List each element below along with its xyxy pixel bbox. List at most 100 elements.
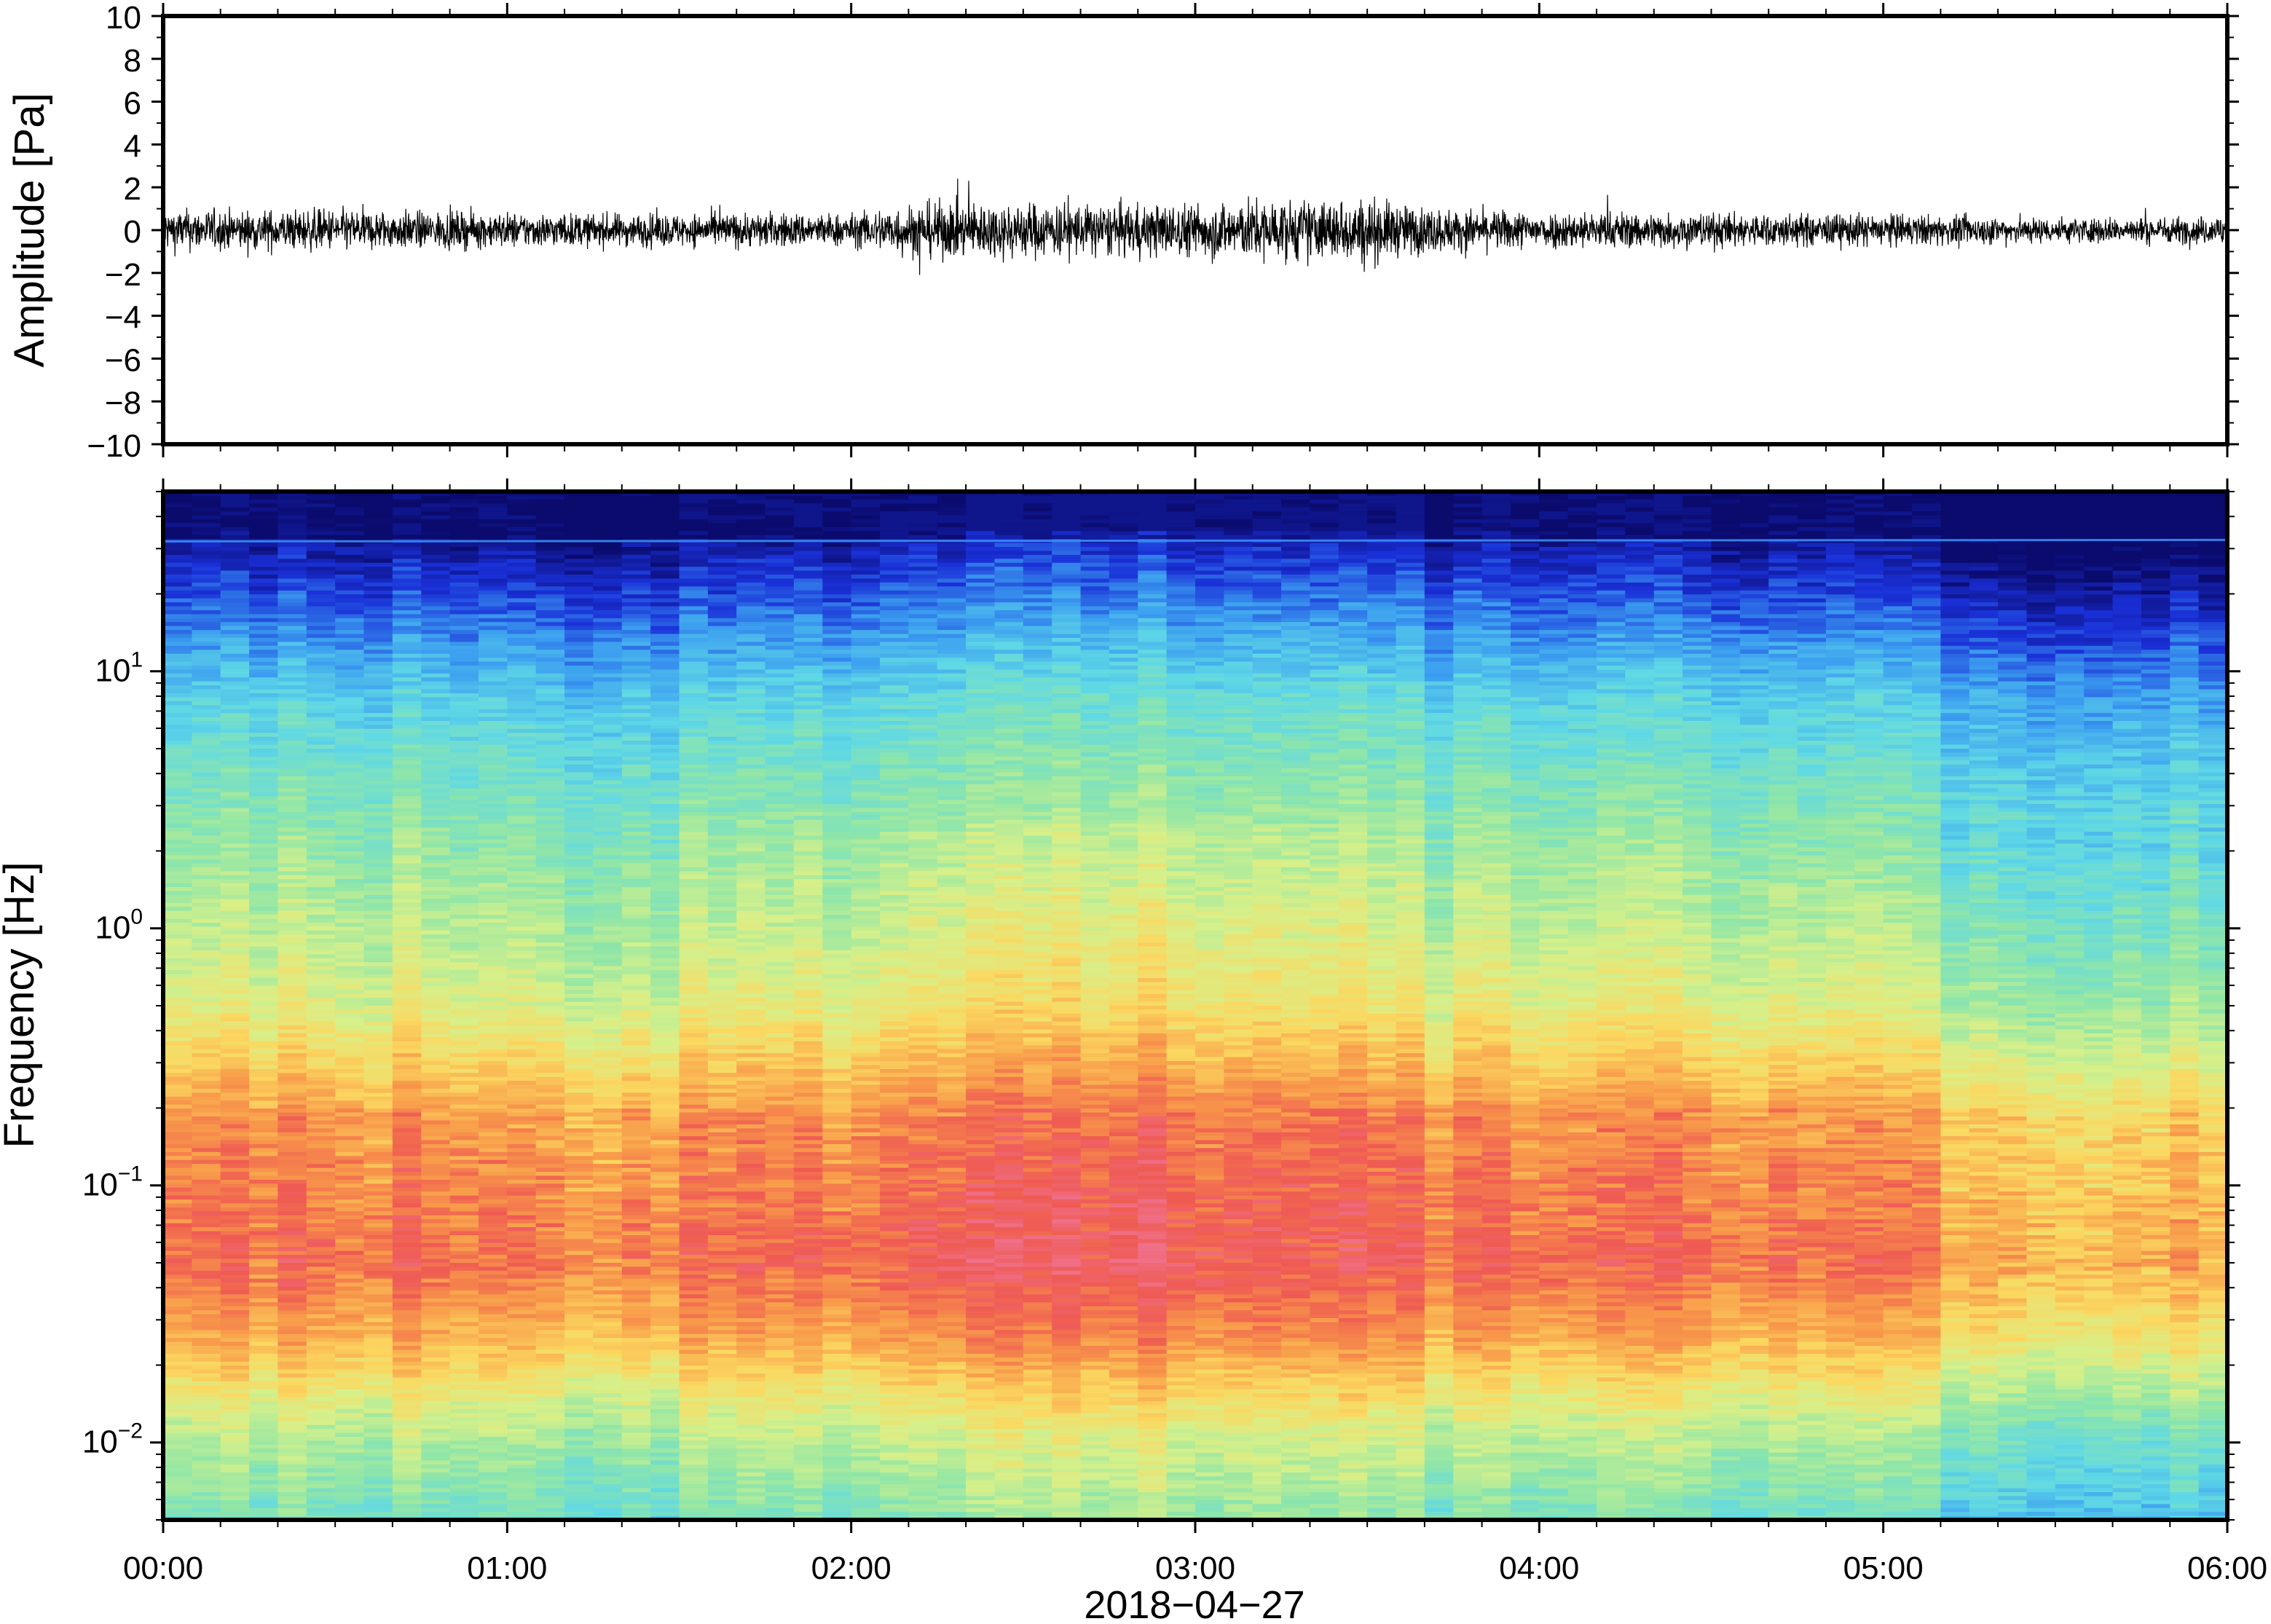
- spectrogram-cell: [679, 760, 709, 765]
- spectrogram-cell: [507, 1136, 537, 1141]
- spectrogram-cell: [421, 875, 451, 880]
- spectrogram-cell: [220, 1108, 250, 1113]
- spectrogram-cell: [363, 1306, 393, 1311]
- spectrogram-cell: [564, 1021, 594, 1026]
- spectrogram-cell: [593, 1452, 623, 1457]
- spectrogram-cell: [650, 1183, 680, 1189]
- spectrogram-cell: [593, 602, 623, 607]
- spectrogram-cell: [650, 634, 680, 639]
- spectrogram-cell: [306, 570, 336, 575]
- spectrogram-cell: [593, 926, 623, 931]
- spectrogram-cell: [335, 705, 365, 710]
- spectrogram-cell: [679, 938, 709, 943]
- spectrogram-cell: [621, 1100, 651, 1105]
- spectrogram-cell: [507, 531, 537, 536]
- spectrogram-cell: [507, 1175, 537, 1180]
- spectrogram-cell: [535, 1013, 565, 1019]
- spectrogram-cell: [220, 1333, 250, 1339]
- spectrogram-cell: [621, 926, 651, 931]
- spectrogram-cell: [278, 622, 307, 627]
- spectrogram-cell: [278, 1089, 307, 1094]
- spectrogram-cell: [621, 685, 651, 690]
- spectrogram-cell: [249, 930, 279, 935]
- spectrogram-cell: [192, 875, 221, 880]
- spectrogram-cell: [335, 701, 365, 706]
- spectrogram-cell: [220, 1408, 250, 1414]
- spectrogram-cell: [564, 1476, 594, 1481]
- spectrogram-cell: [535, 1432, 565, 1438]
- spectrogram-cell: [449, 800, 479, 805]
- spectrogram-cell: [163, 602, 193, 607]
- spectrogram-cell: [564, 974, 594, 979]
- spectrogram-cell: [564, 1278, 594, 1283]
- spectrogram-cell: [650, 1057, 680, 1062]
- spectrogram-cell: [392, 721, 422, 726]
- spectrogram-cell: [421, 946, 451, 951]
- spectrogram-cell: [507, 1172, 537, 1177]
- spectrogram-cell: [421, 1512, 451, 1517]
- spectrogram-cell: [249, 1223, 279, 1228]
- spectrogram-cell: [421, 1468, 451, 1473]
- spectrogram-cell: [278, 697, 307, 702]
- spectrogram-cell: [650, 701, 680, 706]
- spectrogram-cell: [163, 1357, 193, 1363]
- spectrogram-cell: [507, 1132, 537, 1137]
- spectrogram-cell: [507, 1310, 537, 1315]
- spectrogram-cell: [249, 883, 279, 888]
- spectrogram-cell: [220, 1159, 250, 1164]
- spectrogram-cell: [335, 1333, 365, 1339]
- spectrogram-cell: [593, 701, 623, 706]
- spectrogram-cell: [278, 1322, 307, 1327]
- spectrogram-cell: [278, 598, 307, 603]
- spectrogram-cell: [278, 899, 307, 904]
- spectrogram-cell: [249, 1408, 279, 1414]
- spectrogram-cell: [192, 527, 221, 532]
- spectrogram-cell: [163, 800, 193, 805]
- spectrogram-cell: [249, 1175, 279, 1180]
- spectrogram-cell: [421, 1065, 451, 1070]
- spectrogram-cell: [278, 602, 307, 607]
- spectrogram-cell: [392, 1488, 422, 1493]
- spectrogram-cell: [650, 843, 680, 848]
- spectrogram-cell: [621, 760, 651, 765]
- spectrogram-cell: [449, 938, 479, 943]
- spectrogram-cell: [621, 1009, 651, 1014]
- spectrogram-cell: [621, 1429, 651, 1434]
- spectrogram-cell: [650, 1219, 680, 1224]
- spectrogram-cell: [679, 559, 709, 564]
- spectrogram-cell: [278, 547, 307, 552]
- spectrogram-cell: [278, 733, 307, 738]
- spectrogram-cell: [621, 827, 651, 832]
- spectrogram-cell: [220, 1096, 250, 1102]
- spectrogram-cell: [192, 772, 221, 777]
- spectrogram-cell: [306, 1413, 336, 1418]
- spectrogram-cell: [249, 923, 279, 928]
- spectrogram-cell: [163, 606, 193, 611]
- spectrogram-cell: [479, 650, 508, 655]
- spectrogram-cell: [363, 717, 393, 722]
- spectrogram-cell: [507, 1081, 537, 1086]
- spectrogram-cell: [535, 851, 565, 856]
- spectrogram-cell: [564, 1294, 594, 1299]
- spectrogram-cell: [363, 867, 393, 872]
- spectrogram-cell: [363, 1424, 393, 1430]
- spectrogram-cell: [479, 1465, 508, 1470]
- spectrogram-cell: [220, 673, 250, 678]
- spectrogram-cell: [679, 978, 709, 983]
- spectrogram-cell: [278, 1270, 307, 1276]
- spectrogram-cell: [507, 1369, 537, 1374]
- spectrogram-cell: [507, 1021, 537, 1026]
- spectrogram-cell: [621, 1290, 651, 1296]
- spectrogram-cell: [249, 567, 279, 572]
- spectrogram-cell: [593, 689, 623, 694]
- spectrogram-cell: [220, 495, 250, 500]
- spectrogram-cell: [593, 867, 623, 872]
- spectrogram-cell: [421, 1235, 451, 1240]
- spectrogram-cell: [479, 1492, 508, 1497]
- spectrogram-cell: [220, 918, 250, 923]
- spectrogram-cell: [507, 894, 537, 900]
- spectrogram-cell: [564, 1480, 594, 1485]
- spectrogram-cell: [479, 1065, 508, 1070]
- spectrogram-cell: [507, 642, 537, 647]
